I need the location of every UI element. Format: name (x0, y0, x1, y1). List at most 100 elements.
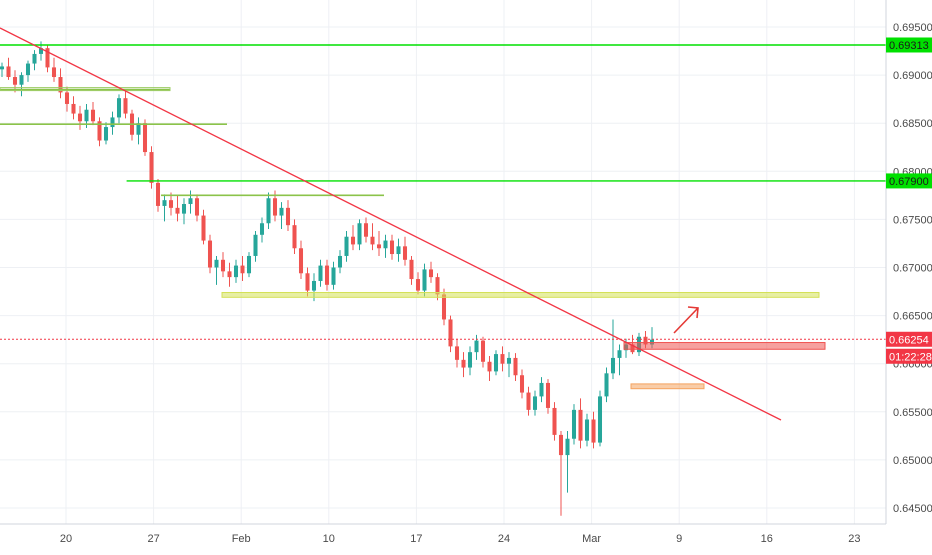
x-tick-label: 20 (60, 533, 72, 545)
price-label-bg (886, 173, 932, 189)
candle-body (396, 246, 401, 255)
candle-body (532, 396, 538, 410)
candle-body (422, 269, 427, 291)
candle-body (610, 357, 616, 374)
candle-body (90, 109, 96, 122)
candle-body (227, 271, 232, 278)
candle-body (558, 434, 564, 456)
candle-body (402, 246, 408, 260)
price-label: 0.66254 (886, 331, 932, 347)
candle-body (474, 340, 479, 353)
price-label: 0.69313 (886, 37, 932, 53)
candle-body (565, 438, 570, 456)
y-tick-label: 0.64500 (893, 503, 932, 515)
y-tick-label: 0.68500 (893, 118, 932, 130)
candle-body (259, 223, 265, 235)
drawings[interactable] (0, 27, 886, 421)
candle-body (428, 269, 434, 278)
candle-body (207, 240, 213, 268)
candle-body (45, 48, 50, 68)
candle-body (116, 98, 122, 118)
candle-body (487, 361, 492, 372)
candle-body (136, 123, 141, 135)
candle-body (435, 277, 440, 295)
x-tick-label: 16 (761, 533, 773, 545)
candle-body (552, 407, 557, 435)
candle-body (331, 267, 336, 285)
candle-body (363, 223, 369, 237)
candle-body (0, 66, 5, 70)
y-tick-label: 0.69500 (893, 22, 932, 34)
candle-body (376, 244, 382, 249)
price-label-text: 0.66254 (889, 334, 929, 346)
candle-body (12, 77, 18, 85)
candle-body (357, 223, 362, 245)
candle-body (344, 236, 349, 256)
arrow-head-icon (687, 306, 699, 319)
candle-body (305, 273, 310, 291)
candle-body (480, 340, 486, 362)
candle-body (318, 265, 323, 281)
candle-body (285, 207, 291, 226)
candle-body (168, 200, 174, 208)
y-tick-label: 0.69000 (893, 70, 932, 82)
candle-body (64, 92, 70, 104)
x-tick-label: 24 (498, 533, 510, 545)
candle-body (324, 265, 330, 285)
candle-body (350, 236, 356, 245)
candle-body (513, 357, 518, 376)
candle-body (175, 207, 180, 214)
candle-body (506, 357, 512, 364)
candle-body (71, 103, 76, 114)
candle-body (201, 215, 206, 241)
candle-body (142, 123, 148, 153)
x-tick-label: 17 (410, 533, 422, 545)
price-label-bg (886, 331, 932, 347)
y-tick-label: 0.66500 (893, 311, 932, 323)
candle-body (181, 204, 187, 214)
price-label-bg (886, 37, 932, 53)
candles (0, 41, 655, 516)
annotation-box[interactable] (0, 87, 171, 92)
candle-body (461, 359, 466, 368)
price-zone[interactable] (630, 383, 705, 390)
candle-body (51, 67, 57, 78)
y-tick-label: 0.67000 (893, 263, 932, 275)
candle-body (84, 109, 89, 122)
y-tick-label: 0.65500 (893, 407, 932, 419)
candle-body (32, 53, 37, 64)
candle-body (591, 419, 596, 443)
candle-body (493, 354, 499, 372)
candle-body (58, 77, 63, 93)
x-tick-label: 9 (676, 533, 682, 545)
candle-body (370, 236, 375, 245)
trendline[interactable] (0, 27, 782, 421)
candle-body (272, 198, 278, 216)
arrow-up-right-icon[interactable] (673, 307, 699, 334)
candle-body (233, 265, 239, 278)
candle-body (6, 66, 11, 78)
candle-body (279, 207, 284, 216)
candle-body (467, 352, 473, 368)
candle-body (500, 354, 505, 364)
price-zone[interactable] (623, 342, 826, 350)
candle-body (415, 279, 421, 291)
candle-body (246, 255, 252, 274)
candle-body (617, 350, 622, 358)
candle-body (253, 234, 258, 256)
price-label-bg (886, 348, 932, 364)
x-tick-label: Mar (582, 533, 601, 545)
candle-body (526, 392, 531, 410)
price-label-text: 01:22:28 (889, 351, 932, 363)
x-tick-label: 27 (147, 533, 159, 545)
price-zone[interactable] (221, 292, 820, 298)
price-label-text: 0.69313 (889, 40, 929, 52)
candle-body (77, 113, 83, 122)
y-tick-label: 0.65000 (893, 455, 932, 467)
time-axis[interactable]: 20 27 Feb 10 17 24 Mar 9 16 23 (60, 533, 861, 545)
candle-body (149, 152, 154, 183)
x-tick-label: Feb (232, 533, 251, 545)
candle-body (214, 259, 219, 268)
